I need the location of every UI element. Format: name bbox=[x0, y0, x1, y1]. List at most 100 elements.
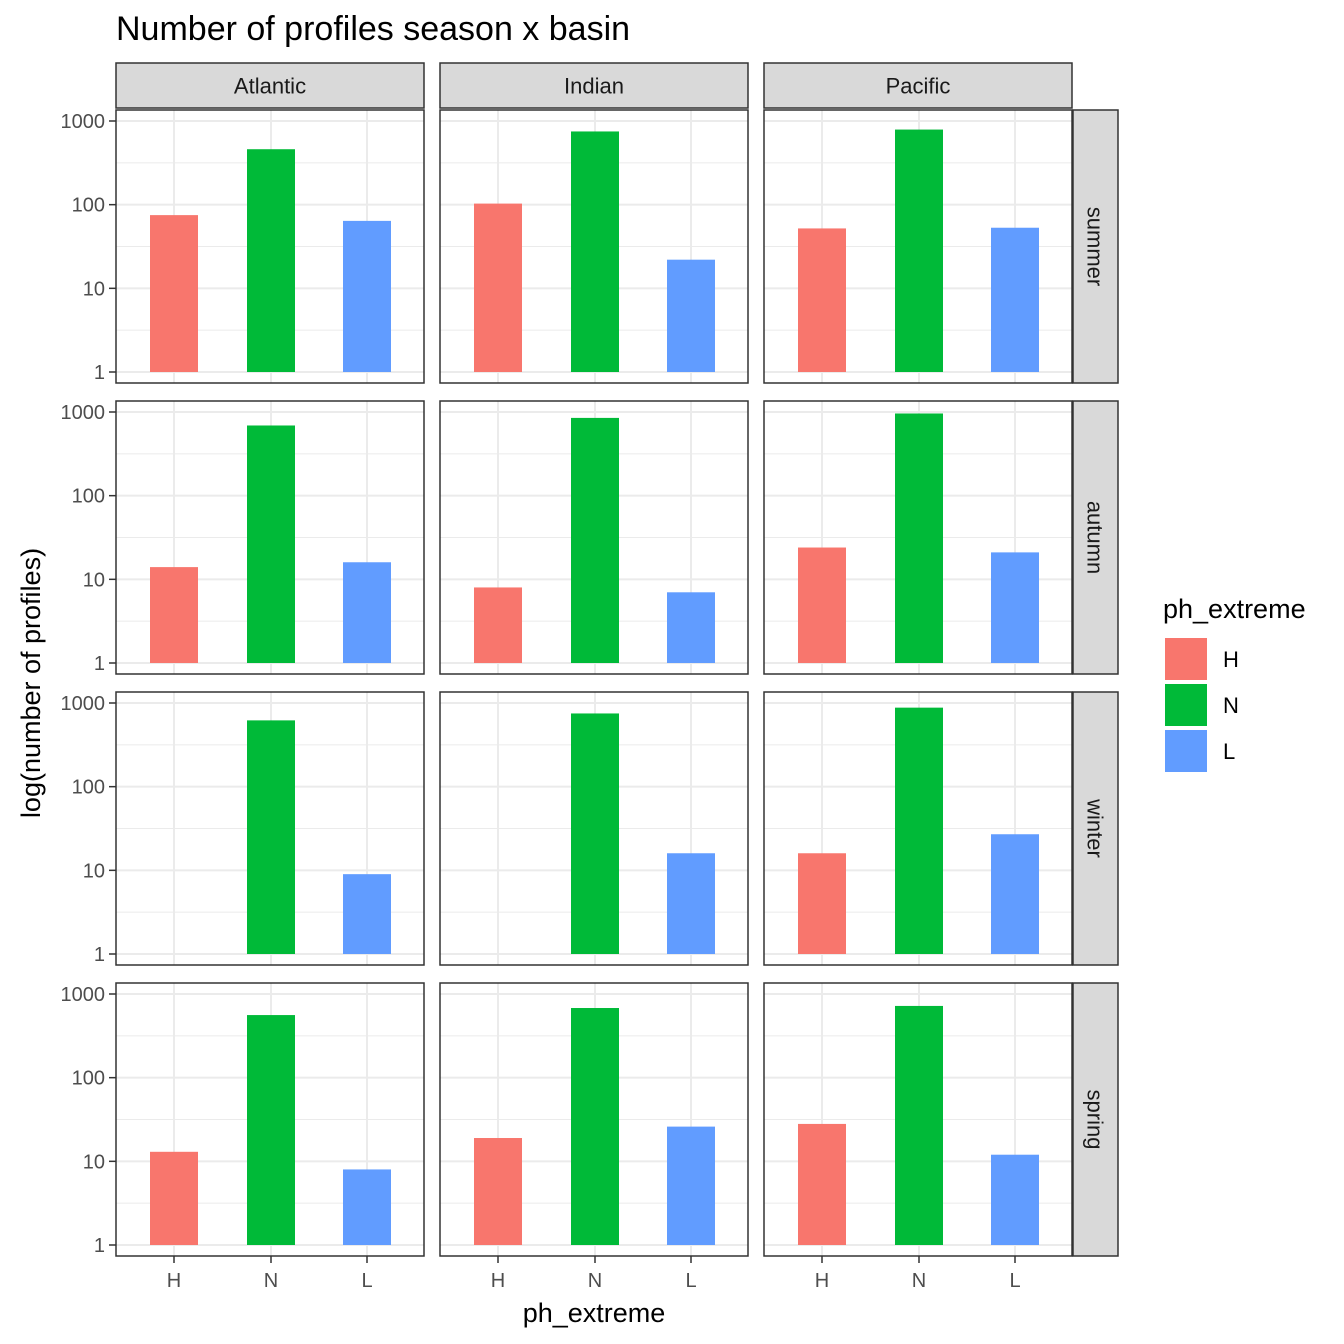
strip-summer bbox=[1072, 109, 1119, 384]
y-axis-title: log(number of profiles) bbox=[16, 548, 46, 818]
y-tick-label: 1000 bbox=[61, 693, 106, 715]
panel-summer-indian bbox=[439, 109, 749, 384]
bar-H-spring-indian bbox=[474, 1138, 522, 1245]
panel-border bbox=[439, 109, 749, 384]
y-tick-label: 100 bbox=[72, 486, 105, 508]
bar-L-winter-atlantic bbox=[343, 874, 391, 954]
bar-N-winter-indian bbox=[571, 713, 619, 954]
bar-L-autumn-atlantic bbox=[343, 562, 391, 663]
strip-winter bbox=[1072, 691, 1119, 966]
strip-label-spring: spring bbox=[1083, 1090, 1108, 1150]
bar-L-winter-pacific bbox=[991, 834, 1039, 954]
legend-label-H: H bbox=[1223, 647, 1239, 672]
strip-spring bbox=[1072, 982, 1119, 1257]
bar-L-spring-atlantic bbox=[343, 1169, 391, 1245]
bar-N-spring-pacific bbox=[895, 1005, 943, 1245]
x-tick-label: N bbox=[264, 1270, 278, 1292]
bar-N-spring-indian bbox=[571, 1008, 619, 1245]
chart-title: Number of profiles season x basin bbox=[116, 10, 630, 48]
bar-L-summer-atlantic bbox=[343, 220, 391, 372]
strip-label-indian: Indian bbox=[564, 74, 624, 99]
bar-N-autumn-atlantic bbox=[247, 425, 295, 663]
panel-spring-atlantic bbox=[115, 982, 425, 1257]
bar-H-autumn-pacific bbox=[798, 547, 846, 663]
legend-key-N bbox=[1165, 684, 1207, 726]
y-tick-label: 100 bbox=[72, 777, 105, 799]
x-tick-label: H bbox=[491, 1270, 505, 1292]
panel-spring-pacific bbox=[763, 982, 1073, 1257]
y-tick-label: 10 bbox=[83, 278, 105, 300]
x-tick-label: L bbox=[361, 1270, 372, 1292]
panel-winter-atlantic bbox=[115, 691, 425, 966]
panel-border bbox=[763, 691, 1073, 966]
bar-N-summer-atlantic bbox=[247, 149, 295, 372]
legend-key-H bbox=[1165, 638, 1207, 680]
panel-border bbox=[439, 982, 749, 1257]
y-tick-label: 1 bbox=[94, 944, 105, 966]
bar-H-summer-pacific bbox=[798, 228, 846, 372]
panel-autumn-pacific bbox=[763, 400, 1073, 675]
panel-border bbox=[763, 109, 1073, 384]
legend-label-N: N bbox=[1223, 693, 1239, 718]
strip-autumn bbox=[1072, 400, 1119, 675]
bar-L-winter-indian bbox=[667, 853, 715, 954]
panel-border bbox=[115, 109, 425, 384]
legend-key-L bbox=[1165, 730, 1207, 772]
y-tick-label: 1000 bbox=[61, 984, 106, 1006]
panel-summer-pacific bbox=[763, 109, 1073, 384]
strip-label-pacific: Pacific bbox=[886, 74, 951, 99]
strip-label-winter: winter bbox=[1083, 798, 1108, 858]
bar-H-spring-pacific bbox=[798, 1123, 846, 1245]
bar-H-summer-atlantic bbox=[150, 215, 198, 372]
bar-N-autumn-indian bbox=[571, 417, 619, 663]
x-tick-label: N bbox=[912, 1270, 926, 1292]
bar-H-autumn-atlantic bbox=[150, 567, 198, 663]
x-tick-label: N bbox=[588, 1270, 602, 1292]
bar-N-autumn-pacific bbox=[895, 413, 943, 663]
y-tick-label: 1 bbox=[94, 1235, 105, 1257]
bar-H-winter-pacific bbox=[798, 853, 846, 954]
bar-H-autumn-indian bbox=[474, 587, 522, 663]
bar-N-winter-atlantic bbox=[247, 720, 295, 954]
bar-L-spring-indian bbox=[667, 1126, 715, 1245]
bar-N-winter-pacific bbox=[895, 707, 943, 954]
strip-label-autumn: autumn bbox=[1083, 501, 1108, 574]
bar-N-summer-indian bbox=[571, 131, 619, 372]
bar-N-summer-pacific bbox=[895, 129, 943, 372]
y-tick-label: 1 bbox=[94, 653, 105, 675]
panel-border bbox=[115, 691, 425, 966]
strip-label-atlantic: Atlantic bbox=[234, 74, 306, 99]
y-tick-label: 1000 bbox=[61, 402, 106, 424]
y-tick-label: 10 bbox=[83, 1151, 105, 1173]
strip-indian bbox=[439, 62, 749, 109]
bar-H-spring-atlantic bbox=[150, 1151, 198, 1245]
panel-border bbox=[115, 400, 425, 675]
strip-atlantic bbox=[115, 62, 425, 109]
panel-summer-atlantic bbox=[115, 109, 425, 384]
y-tick-label: 1 bbox=[94, 362, 105, 384]
x-axis-title: ph_extreme bbox=[523, 1298, 666, 1328]
y-tick-label: 1000 bbox=[61, 111, 106, 133]
bar-L-autumn-indian bbox=[667, 592, 715, 663]
panel-winter-indian bbox=[439, 691, 749, 966]
strip-label-summer: summer bbox=[1083, 207, 1108, 286]
panel-spring-indian bbox=[439, 982, 749, 1257]
bar-L-summer-indian bbox=[667, 259, 715, 372]
panel-border bbox=[763, 400, 1073, 675]
panel-border bbox=[763, 982, 1073, 1257]
x-tick-label: L bbox=[1009, 1270, 1020, 1292]
axes-layer: 1 10 100 1000 1 10 100 1000 1 10 100 1000 1 10 100 1000… bbox=[61, 111, 1021, 1292]
legend: ph_extreme HNL bbox=[1163, 594, 1306, 772]
x-tick-label: H bbox=[815, 1270, 829, 1292]
y-tick-label: 10 bbox=[83, 860, 105, 882]
strips-layer: Atlantic Indian Pacific summer autumn winter s… bbox=[115, 62, 1119, 1257]
panel-border bbox=[439, 691, 749, 966]
bar-N-spring-atlantic bbox=[247, 1015, 295, 1245]
bar-L-autumn-pacific bbox=[991, 552, 1039, 663]
panel-border bbox=[439, 400, 749, 675]
bar-L-spring-pacific bbox=[991, 1154, 1039, 1245]
panel-border bbox=[115, 982, 425, 1257]
x-tick-label: L bbox=[685, 1270, 696, 1292]
panel-autumn-indian bbox=[439, 400, 749, 675]
